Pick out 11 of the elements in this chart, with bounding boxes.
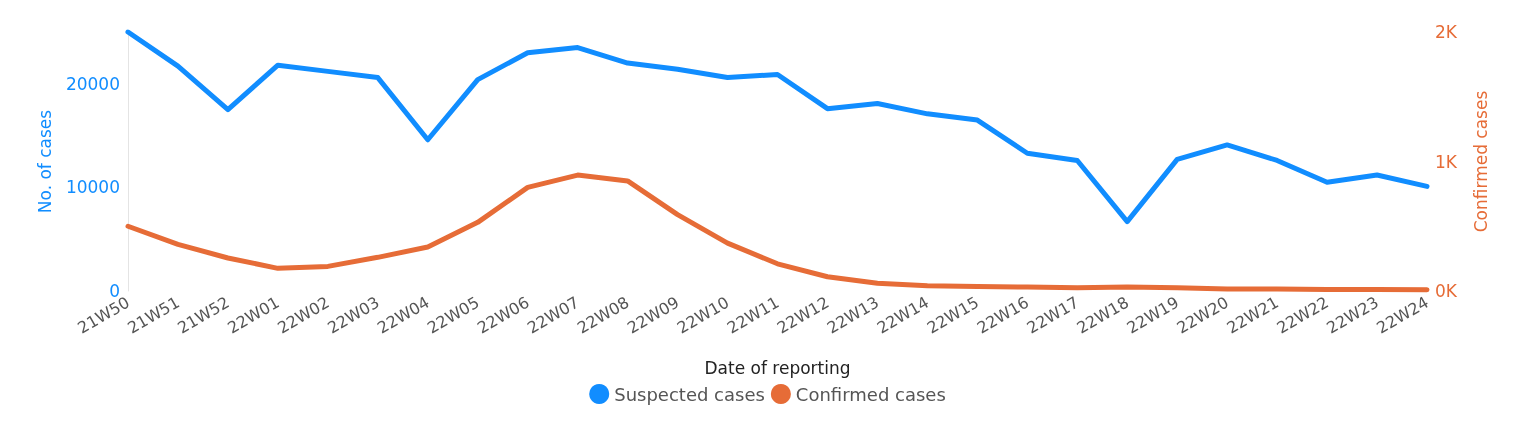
y2-axis-title: Confirmed cases	[1470, 90, 1491, 233]
y2-tick-label: 0K	[1435, 281, 1458, 301]
y-tick-label: 0	[109, 281, 120, 301]
y-tick-label: 10000	[65, 177, 120, 198]
x-axis-title: Date of reporting	[704, 357, 851, 378]
y-axis-title: No. of cases	[34, 109, 55, 214]
legend-label: Suspected cases	[614, 383, 765, 405]
y-tick-label: 20000	[65, 73, 120, 94]
y2-tick-label: 2K	[1435, 22, 1458, 42]
legend-label: Confirmed cases	[795, 383, 946, 405]
y2-tick-label: 1K	[1435, 151, 1458, 172]
